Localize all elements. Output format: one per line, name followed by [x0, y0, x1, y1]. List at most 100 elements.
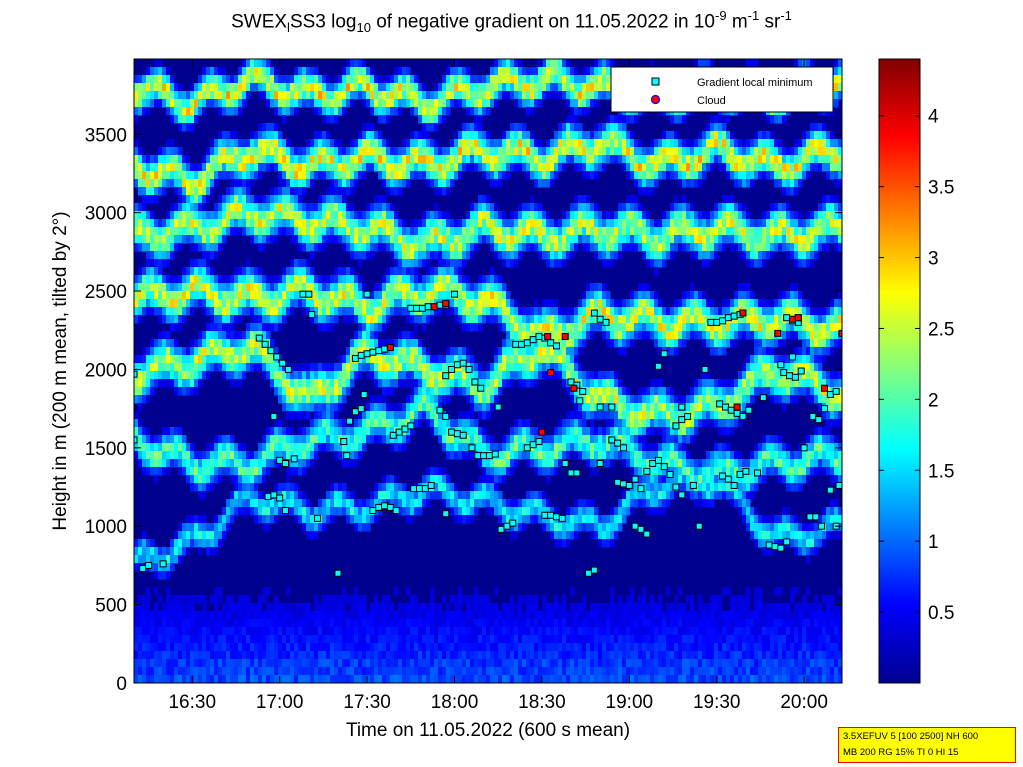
heatmap-cell	[362, 443, 367, 452]
heatmap-cell	[162, 347, 167, 356]
heatmap-cell	[286, 91, 291, 100]
heatmap-cell	[250, 659, 255, 668]
heatmap-cell	[306, 443, 311, 452]
heatmap-cell	[382, 171, 387, 180]
heatmap-cell	[158, 443, 163, 452]
heatmap-cell	[222, 515, 227, 524]
heatmap-cell	[174, 387, 179, 396]
heatmap-cell	[374, 515, 379, 524]
heatmap-cell	[490, 147, 495, 156]
heatmap-cell	[438, 115, 443, 124]
heatmap-cell	[470, 251, 475, 260]
heatmap-cell	[166, 659, 171, 668]
heatmap-cell	[378, 507, 383, 516]
heatmap-cell	[482, 387, 487, 396]
heatmap-cell	[350, 627, 355, 636]
heatmap-cell	[382, 275, 387, 284]
heatmap-cell	[278, 163, 283, 172]
heatmap-cell	[194, 99, 199, 108]
heatmap-cell	[278, 443, 283, 452]
heatmap-cell	[178, 427, 183, 436]
heatmap-cell	[302, 155, 307, 164]
heatmap-cell	[150, 171, 155, 180]
heatmap-cell	[522, 419, 527, 428]
heatmap-cell	[438, 99, 443, 108]
heatmap-cell	[390, 443, 395, 452]
heatmap-cell	[170, 443, 175, 452]
heatmap-cell	[514, 419, 519, 428]
heatmap-cell	[310, 627, 315, 636]
heatmap-cell	[490, 219, 495, 228]
heatmap-cell	[282, 603, 287, 612]
heatmap-cell	[510, 331, 515, 340]
heatmap-cell	[250, 635, 255, 644]
heatmap-cell	[178, 155, 183, 164]
heatmap-cell	[214, 227, 219, 236]
heatmap-cell	[478, 667, 483, 676]
heatmap-cell	[398, 163, 403, 172]
heatmap-cell	[518, 243, 523, 252]
heatmap-cell	[154, 379, 159, 388]
heatmap-cell	[466, 395, 471, 404]
heatmap-cell	[434, 491, 439, 500]
heatmap-cell	[306, 155, 311, 164]
heatmap-cell	[458, 155, 463, 164]
heatmap-cell	[182, 355, 187, 364]
heatmap-cell	[370, 107, 375, 116]
heatmap-cell	[458, 435, 463, 444]
heatmap-cell	[470, 395, 475, 404]
heatmap-cell	[218, 91, 223, 100]
heatmap-cell	[210, 243, 215, 252]
heatmap-cell	[362, 251, 367, 260]
heatmap-cell	[470, 307, 475, 316]
heatmap-cell	[330, 155, 335, 164]
heatmap-cell	[150, 243, 155, 252]
heatmap-cell	[478, 83, 483, 92]
heatmap-cell	[138, 651, 143, 660]
heatmap-cell	[406, 507, 411, 516]
heatmap-cell	[182, 531, 187, 540]
heatmap-cell	[174, 547, 179, 556]
heatmap-cell	[334, 443, 339, 452]
heatmap-cell	[238, 275, 243, 284]
heatmap-cell	[194, 267, 199, 276]
heatmap-cell	[174, 435, 179, 444]
heatmap-cell	[190, 307, 195, 316]
heatmap-cell	[490, 179, 495, 188]
heatmap-cell	[334, 83, 339, 92]
heatmap-cell	[166, 67, 171, 76]
heatmap-cell	[270, 499, 275, 508]
heatmap-cell	[262, 203, 267, 212]
heatmap-cell	[522, 379, 527, 388]
heatmap-cell	[222, 171, 227, 180]
heatmap-cell	[234, 611, 239, 620]
heatmap-cell	[134, 291, 139, 300]
heatmap-cell	[442, 75, 447, 84]
heatmap-cell	[410, 603, 415, 612]
heatmap-cell	[386, 115, 391, 124]
heatmap-cell	[374, 91, 379, 100]
heatmap-cell	[402, 291, 407, 300]
heatmap-cell	[442, 627, 447, 636]
heatmap-cell	[174, 203, 179, 212]
heatmap-cell	[510, 155, 515, 164]
heatmap-cell	[426, 467, 431, 476]
heatmap-cell	[506, 155, 511, 164]
heatmap-cell	[258, 475, 263, 484]
heatmap-cell	[250, 339, 255, 348]
heatmap-cell	[342, 75, 347, 84]
heatmap-cell	[394, 267, 399, 276]
heatmap-cell	[434, 107, 439, 116]
heatmap-cell	[426, 227, 431, 236]
heatmap-cell	[426, 267, 431, 276]
heatmap-cell	[210, 331, 215, 340]
heatmap-cell	[318, 507, 323, 516]
heatmap-cell	[494, 315, 499, 324]
heatmap-cell	[210, 267, 215, 276]
heatmap-cell	[490, 299, 495, 308]
heatmap-cell	[398, 267, 403, 276]
heatmap-cell	[274, 187, 279, 196]
heatmap-cell	[402, 491, 407, 500]
heatmap-cell	[490, 315, 495, 324]
heatmap-cell	[446, 443, 451, 452]
